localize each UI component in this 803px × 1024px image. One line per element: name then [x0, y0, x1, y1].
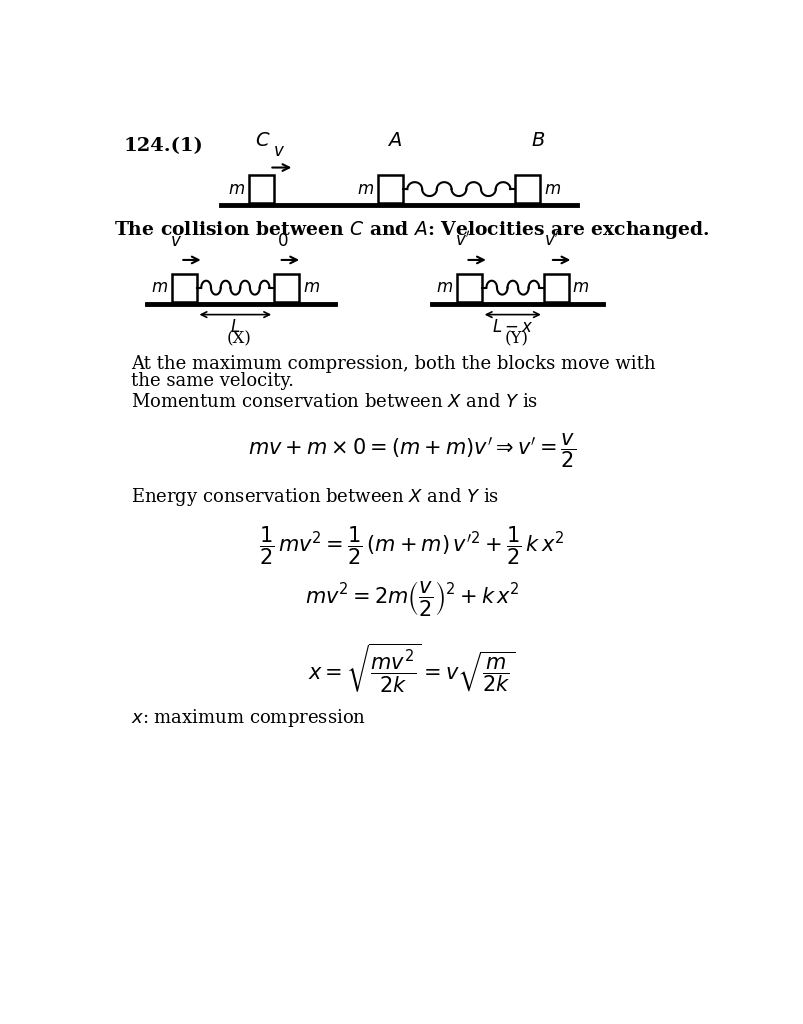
Text: $x = \sqrt{\dfrac{mv^2}{2k}} = v\sqrt{\dfrac{m}{2k}}$: $x = \sqrt{\dfrac{mv^2}{2k}} = v\sqrt{\d…	[308, 641, 515, 694]
Text: $v'$: $v'$	[454, 231, 471, 250]
Text: $B$: $B$	[531, 132, 544, 150]
Bar	[274, 273, 299, 301]
Text: $A$: $A$	[387, 132, 402, 150]
Bar	[515, 175, 540, 203]
Text: (X): (X)	[226, 330, 251, 347]
Text: $L$: $L$	[230, 319, 240, 336]
Text: Energy conservation between $X$ and $Y$ is: Energy conservation between $X$ and $Y$ …	[132, 485, 499, 508]
Text: $m$: $m$	[228, 180, 245, 198]
Bar	[172, 273, 197, 301]
Text: $0$: $0$	[276, 232, 288, 250]
Text: 124.(1): 124.(1)	[124, 137, 203, 155]
Bar	[249, 175, 274, 203]
Text: $\dfrac{1}{2}\,mv^2 = \dfrac{1}{2}\,(m + m)\,v'^{2} + \dfrac{1}{2}\,k\,x^2$: $\dfrac{1}{2}\,mv^2 = \dfrac{1}{2}\,(m +…	[259, 524, 564, 566]
Text: $mv^2 = 2m\left(\dfrac{v}{2}\right)^2 + k\,x^2$: $mv^2 = 2m\left(\dfrac{v}{2}\right)^2 + …	[304, 580, 519, 618]
Text: $m$: $m$	[543, 180, 560, 198]
Bar	[456, 273, 481, 301]
Text: $C$: $C$	[255, 132, 271, 150]
Text: (Y): (Y)	[504, 330, 528, 347]
Text: $m$: $m$	[572, 280, 589, 296]
Text: $x$: maximum compression: $x$: maximum compression	[132, 707, 366, 728]
Text: $v$: $v$	[272, 142, 284, 160]
Text: the same velocity.: the same velocity.	[132, 372, 294, 389]
Text: $L - x$: $L - x$	[491, 319, 533, 336]
Text: $m$: $m$	[303, 280, 320, 296]
Text: $mv + m \times 0 = (m + m)v' \Rightarrow v' = \dfrac{v}{2}$: $mv + m \times 0 = (m + m)v' \Rightarrow…	[247, 432, 576, 470]
Text: Momentum conservation between $X$ and $Y$ is: Momentum conservation between $X$ and $Y…	[132, 393, 538, 412]
Bar	[377, 175, 402, 203]
Text: $m$: $m$	[357, 180, 373, 198]
Text: The collision between $C$ and $A$: Velocities are exchanged.: The collision between $C$ and $A$: Veloc…	[114, 219, 709, 241]
Text: $v'$: $v'$	[544, 231, 560, 250]
Text: $v$: $v$	[170, 232, 182, 250]
Text: $m$: $m$	[435, 280, 453, 296]
Text: $m$: $m$	[151, 280, 168, 296]
Text: At the maximum compression, both the blocks move with: At the maximum compression, both the blo…	[132, 354, 655, 373]
Bar	[543, 273, 568, 301]
